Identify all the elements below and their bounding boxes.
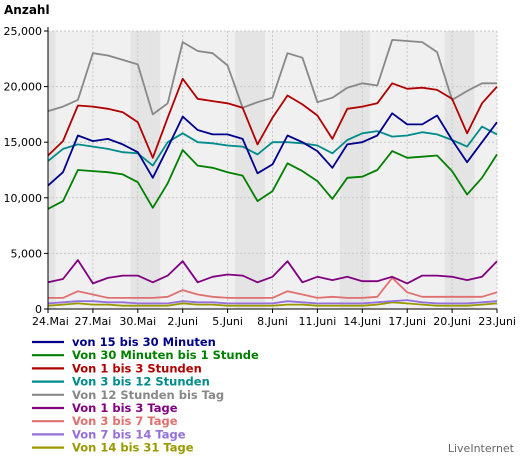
weekend-band	[130, 31, 146, 309]
credit-label: LiveInternet	[448, 442, 515, 455]
x-tick-label: 5.Juni	[212, 315, 243, 328]
series-line	[47, 112, 498, 187]
x-tick-label: 17.Juni	[388, 315, 426, 328]
weekend-band	[339, 31, 355, 309]
weekend-band	[48, 31, 56, 309]
legend-entry-label: Von 3 bis 12 Stunden	[72, 375, 210, 389]
weekend-band	[354, 31, 370, 309]
y-tick-label: 15,000	[4, 136, 43, 149]
y-tick-label: 25,000	[4, 25, 43, 38]
legend-entry-label: Von 14 bis 31 Tage	[72, 441, 194, 455]
legend-entry-label: Von 1 bis 3 Tage	[72, 401, 178, 415]
series-line	[47, 125, 498, 167]
legend-entry-label: Von 7 bis 14 Tage	[72, 427, 186, 441]
x-tick-label: 30.Mai	[119, 315, 156, 328]
series-line	[47, 259, 498, 285]
weekend-band	[459, 31, 475, 309]
x-tick-label: 27.Mai	[75, 315, 112, 328]
y-tick-label: 0	[35, 303, 42, 316]
legend-entry-label: von 15 bis 30 Minuten	[72, 335, 216, 349]
series-line	[48, 276, 498, 299]
legend-entry-label: Von 3 bis 7 Tage	[72, 414, 178, 428]
x-tick-label: 20.Juni	[433, 315, 471, 328]
series-line	[47, 77, 498, 159]
series-line	[47, 301, 498, 307]
x-tick-label: 14.Juni	[343, 315, 381, 328]
weekend-band	[235, 31, 251, 309]
legend-entry-label: Von 30 Minuten bis 1 Stunde	[72, 348, 259, 362]
x-tick-label: 23.Juni	[478, 315, 516, 328]
series-line	[47, 149, 498, 210]
y-axis-title: Anzahl	[4, 3, 50, 17]
legend-entry-label: Von 12 Stunden bis Tag	[72, 388, 224, 402]
y-tick-label: 20,000	[4, 81, 43, 94]
x-tick-label: 11.Juni	[299, 315, 337, 328]
legend-entry-label: Von 1 bis 3 Stunden	[72, 361, 202, 375]
series-line	[47, 39, 497, 116]
y-tick-label: 5,000	[11, 247, 43, 260]
y-tick-label: 10,000	[4, 192, 43, 205]
plot-area	[48, 31, 497, 309]
x-tick-label: 8.Juni	[257, 315, 288, 328]
series-line	[47, 299, 498, 305]
x-tick-label: 24.Mai	[32, 315, 69, 328]
x-tick-label: 2.Juni	[167, 315, 198, 328]
